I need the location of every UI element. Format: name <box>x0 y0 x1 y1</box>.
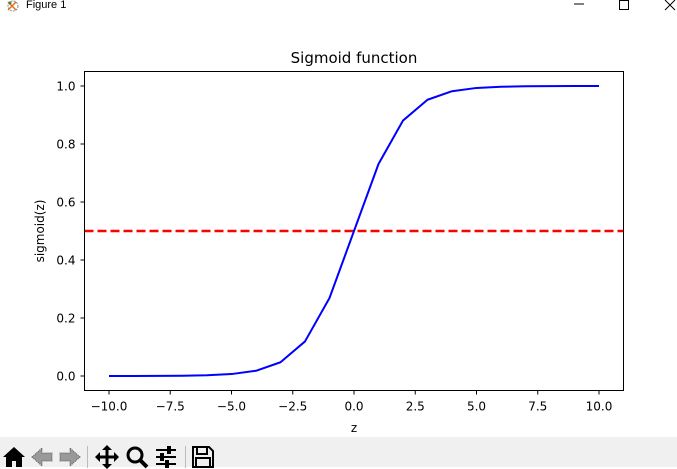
configure-subplots-button[interactable] <box>154 445 178 469</box>
maximize-button[interactable] <box>609 0 639 14</box>
plot-content <box>84 85 624 377</box>
floppy-disk-icon <box>192 446 214 468</box>
x-tick-label: −10.0 <box>91 400 128 414</box>
y-axis-label: sigmoid(z) <box>33 200 47 263</box>
x-tick-label: 10.0 <box>586 400 613 414</box>
x-axis-label: z <box>351 421 357 435</box>
save-button[interactable] <box>191 445 215 469</box>
x-axis: −10.0 −7.5 −5.0 −2.5 0.0 2.5 5.0 7.5 10.0 <box>91 390 613 414</box>
toolbar-separator <box>185 446 186 468</box>
home-button[interactable] <box>2 445 26 469</box>
arrow-right-icon <box>59 446 81 468</box>
pan-button[interactable] <box>95 445 119 469</box>
x-tick-label: −7.5 <box>156 400 185 414</box>
y-tick-label: 0.6 <box>56 196 75 210</box>
figure-canvas[interactable]: Sigmoid function −10.0 −7.5 −5.0 −2.5 0.0 2.5… <box>0 14 677 437</box>
x-tick-label: −5.0 <box>217 400 246 414</box>
y-tick-label: 0.4 <box>56 254 75 268</box>
matplotlib-app-icon <box>7 0 19 12</box>
x-tick-label: −2.5 <box>278 400 307 414</box>
toolbar-separator <box>87 446 88 468</box>
window-titlebar: Figure 1 <box>0 0 677 14</box>
chart-title: Sigmoid function <box>291 49 418 67</box>
sliders-icon <box>156 446 176 468</box>
y-tick-label: 0.2 <box>56 312 75 326</box>
x-tick-label: 0.0 <box>344 400 363 414</box>
move-icon <box>95 445 119 469</box>
x-tick-label: 2.5 <box>406 400 425 414</box>
forward-button[interactable] <box>58 445 82 469</box>
arrow-left-icon <box>31 446 53 468</box>
close-button[interactable] <box>655 0 677 14</box>
y-tick-label: 1.0 <box>56 80 75 94</box>
x-tick-label: 7.5 <box>528 400 547 414</box>
sigmoid-curve <box>108 85 600 377</box>
navigation-toolbar <box>0 437 677 469</box>
y-tick-label: 0.8 <box>56 138 75 152</box>
y-axis: 0.0 0.2 0.4 0.6 0.8 1.0 <box>56 80 85 384</box>
y-tick-label: 0.0 <box>56 370 75 384</box>
magnifier-icon <box>126 446 149 469</box>
home-icon <box>3 447 25 467</box>
minimize-button[interactable] <box>564 0 594 14</box>
x-tick-label: 5.0 <box>467 400 486 414</box>
back-button[interactable] <box>30 445 54 469</box>
window-title: Figure 1 <box>26 0 67 11</box>
zoom-button[interactable] <box>125 445 149 469</box>
sigmoid-chart: Sigmoid function −10.0 −7.5 −5.0 −2.5 0.0 2.5… <box>33 49 624 435</box>
